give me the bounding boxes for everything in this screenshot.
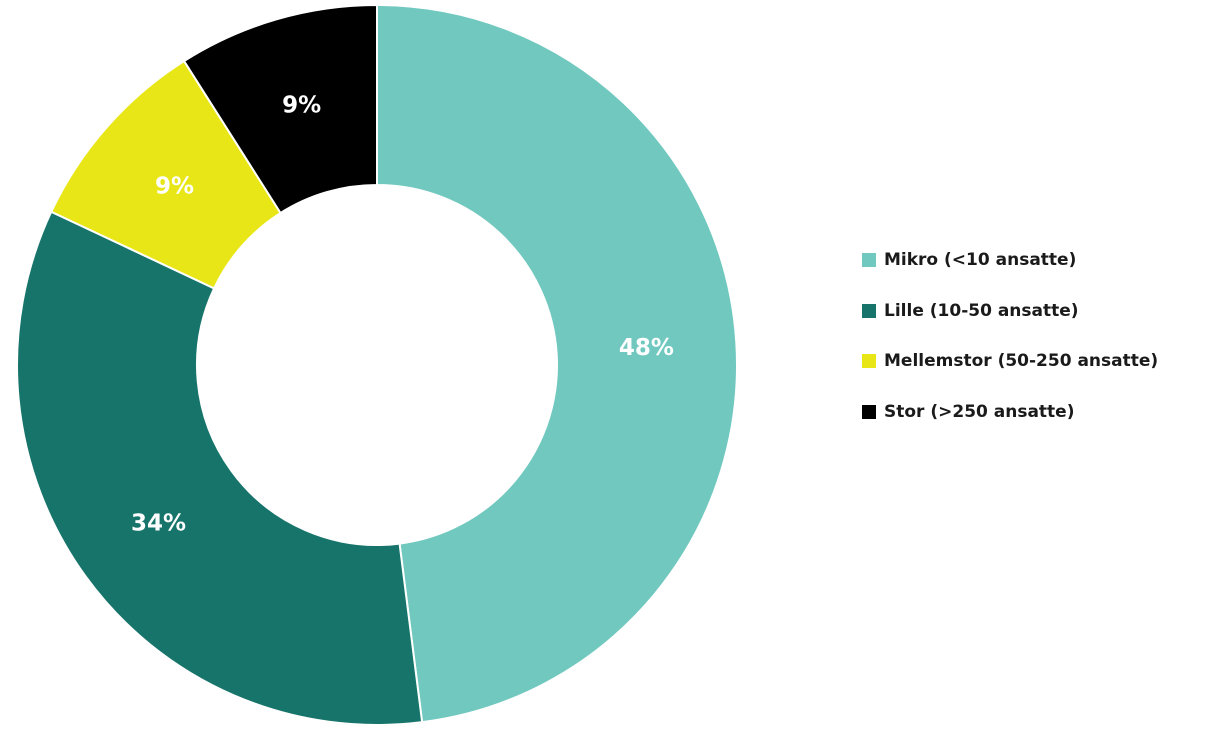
data-label-lille-10-50-ansatte: 34% xyxy=(131,511,186,537)
legend-item-mellemstor-50-250-ansatte: Mellemstor (50-250 ansatte) xyxy=(862,350,1158,372)
legend-label: Stor (>250 ansatte) xyxy=(884,401,1075,422)
chart-legend: Mikro (<10 ansatte) Lille (10-50 ansatte)… xyxy=(862,249,1158,451)
data-label-mellemstor-50-250-ansatte: 9% xyxy=(155,173,194,199)
legend-item-stor-250-ansatte: Stor (>250 ansatte) xyxy=(862,401,1158,423)
donut-slice-mikro-10-ansatte xyxy=(376,3,738,724)
legend-label: Mellemstor (50-250 ansatte) xyxy=(884,351,1159,371)
legend-label: Lille (10-50 ansatte) xyxy=(884,300,1079,321)
donut-slice-stor-250-ansatte xyxy=(182,3,378,215)
data-label-stor-250-ansatte: 9% xyxy=(282,93,321,119)
legend-item-lille-10-50-ansatte: Lille (10-50 ansatte) xyxy=(862,300,1158,322)
legend-item-mikro-10-ansatte: Mikro (<10 ansatte) xyxy=(862,249,1158,271)
legend-swatch xyxy=(862,354,876,368)
legend-swatch xyxy=(862,303,876,318)
legend-swatch xyxy=(862,253,876,267)
donut-data-labels: 48% 34% 9% 9% xyxy=(131,93,674,537)
legend-swatch xyxy=(862,404,876,419)
legend-label: Mikro (<10 ansatte) xyxy=(884,250,1077,270)
donut-slices xyxy=(16,3,738,726)
donut-slice-lille-10-50-ansatte xyxy=(16,210,424,726)
data-label-mikro-10-ansatte: 48% xyxy=(619,335,674,361)
